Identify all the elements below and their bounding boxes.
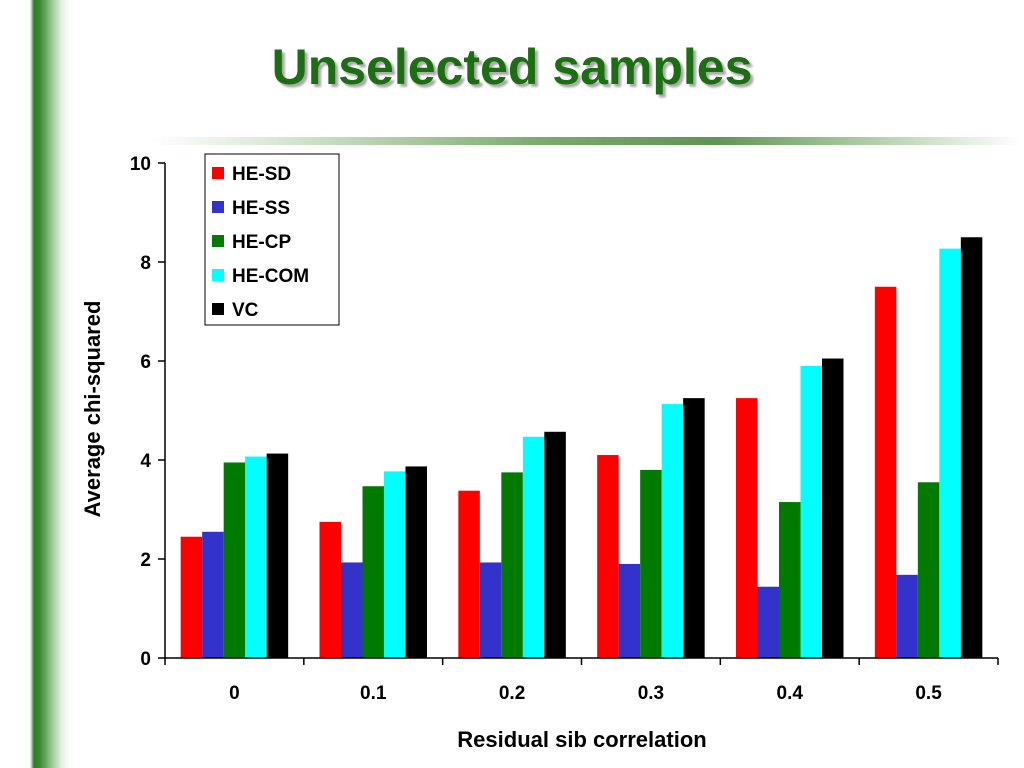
legend-label-he-com: HE-COM [232, 266, 309, 287]
bar-he-com-0.5 [939, 248, 961, 658]
axes-layer: 0 2 4 6 8 10 0 0.1 0.2 0.3 0.4 0.5 [130, 154, 999, 704]
legend-label-he-cp: HE-CP [232, 232, 291, 253]
x-tick-label: 0.2 [499, 683, 525, 704]
bar-he-com-0.3 [661, 404, 684, 658]
bar-he-cp-0.5 [917, 482, 940, 658]
legend-swatch-he-sd [212, 167, 224, 179]
bar-he-com-0.4 [800, 365, 822, 658]
side-decoration-bar [0, 0, 70, 768]
bar-he-ss-0.2 [479, 562, 502, 658]
bar-vc-0.3 [683, 398, 705, 658]
x-tick-label: 0.5 [915, 683, 942, 704]
bar-he-sd-0 [180, 536, 203, 658]
legend-label-vc: VC [232, 300, 259, 321]
bar-he-sd-0.3 [597, 455, 619, 658]
bar-vc-0.2 [544, 431, 566, 658]
y-tick-label: 8 [140, 253, 151, 274]
legend-box [204, 153, 340, 326]
bars-layer [180, 237, 983, 658]
bar-he-sd-0.5 [874, 286, 897, 658]
bar-vc-0 [266, 453, 289, 658]
x-tick-label: 0.4 [777, 683, 804, 704]
legend-label-he-sd: HE-SD [232, 164, 291, 185]
bar-he-cp-0 [223, 462, 246, 658]
bar-he-cp-0.3 [640, 469, 662, 658]
bar-he-com-0.1 [384, 471, 406, 658]
bar-he-com-0.2 [522, 436, 545, 658]
bar-he-cp-0.2 [501, 472, 523, 658]
bar-vc-0.5 [960, 237, 983, 658]
bar-he-ss-0.5 [896, 574, 918, 658]
bar-he-sd-0.1 [319, 521, 341, 658]
bar-he-ss-0.4 [757, 586, 779, 658]
legend-label-he-ss: HE-SS [232, 198, 290, 219]
bar-vc-0.1 [405, 466, 427, 658]
bar-he-ss-0.3 [618, 563, 641, 658]
bar-he-cp-0.1 [362, 486, 384, 658]
legend: HE-SD HE-SS HE-CP HE-COM VC [204, 153, 340, 326]
legend-swatch-he-com [212, 269, 224, 281]
y-tick-label: 4 [140, 451, 151, 472]
bar-he-sd-0.2 [458, 490, 480, 658]
y-tick-label: 0 [140, 649, 151, 670]
x-axis-label: Residual sib correlation [457, 727, 706, 752]
legend-swatch-he-ss [212, 201, 224, 213]
x-tick-label: 0 [229, 683, 240, 704]
y-tick-label: 6 [140, 352, 151, 373]
title-divider [150, 137, 1020, 145]
slide-title: Unselected samples [271, 39, 753, 95]
bar-vc-0.4 [822, 358, 844, 658]
legend-swatch-vc [212, 303, 224, 315]
bar-he-ss-0 [202, 531, 224, 658]
legend-swatch-he-cp [212, 235, 224, 247]
bar-he-sd-0.4 [736, 398, 758, 658]
y-axis-label: Average chi-squared [80, 301, 105, 518]
bar-he-ss-0.1 [341, 562, 363, 658]
x-tick-label: 0.3 [638, 683, 664, 704]
y-tick-label: 10 [130, 154, 151, 175]
bar-he-cp-0.4 [779, 502, 801, 658]
x-tick-label: 0.1 [360, 683, 387, 704]
y-tick-label: 2 [140, 550, 151, 571]
bar-he-com-0 [245, 456, 267, 658]
